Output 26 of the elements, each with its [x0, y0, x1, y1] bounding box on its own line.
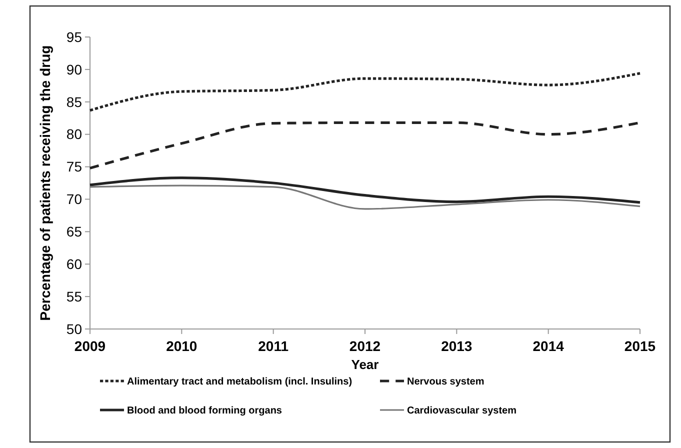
line-series [88, 176, 642, 204]
line-series [88, 72, 642, 112]
y-tick-label: 85 [66, 94, 82, 110]
y-axis-title: Percentage of patients receiving the drug [37, 45, 53, 321]
x-tick-label: 2009 [74, 338, 106, 354]
y-tick-label: 80 [66, 126, 82, 142]
y-tick-label: 95 [66, 28, 82, 45]
y-tick-label: 70 [66, 191, 82, 208]
line-series [89, 184, 641, 210]
legend-label: Blood and blood forming organs [127, 406, 282, 416]
y-tick-label: 55 [66, 288, 82, 304]
y-tick-label: 65 [66, 224, 82, 240]
x-tick-label: 2010 [166, 338, 198, 354]
y-tick-label: 75 [66, 158, 82, 175]
x-axis-title: Year [351, 357, 379, 372]
y-tick-label: 50 [66, 320, 82, 337]
y-tick-label: 90 [66, 61, 82, 78]
x-tick-label: 2012 [349, 338, 381, 354]
legend-label: Alimentary tract and metabolism (incl. Insulins) [127, 376, 352, 388]
legend-label: Nervous system [407, 376, 484, 388]
y-tick-label: 60 [66, 256, 82, 272]
x-tick-label: 2015 [624, 338, 656, 354]
x-tick-label: 2014 [532, 338, 564, 354]
legend-label: Cardiovascular system [407, 406, 517, 416]
x-tick-label: 2011 [258, 338, 289, 354]
x-tick-label: 2013 [441, 338, 472, 354]
